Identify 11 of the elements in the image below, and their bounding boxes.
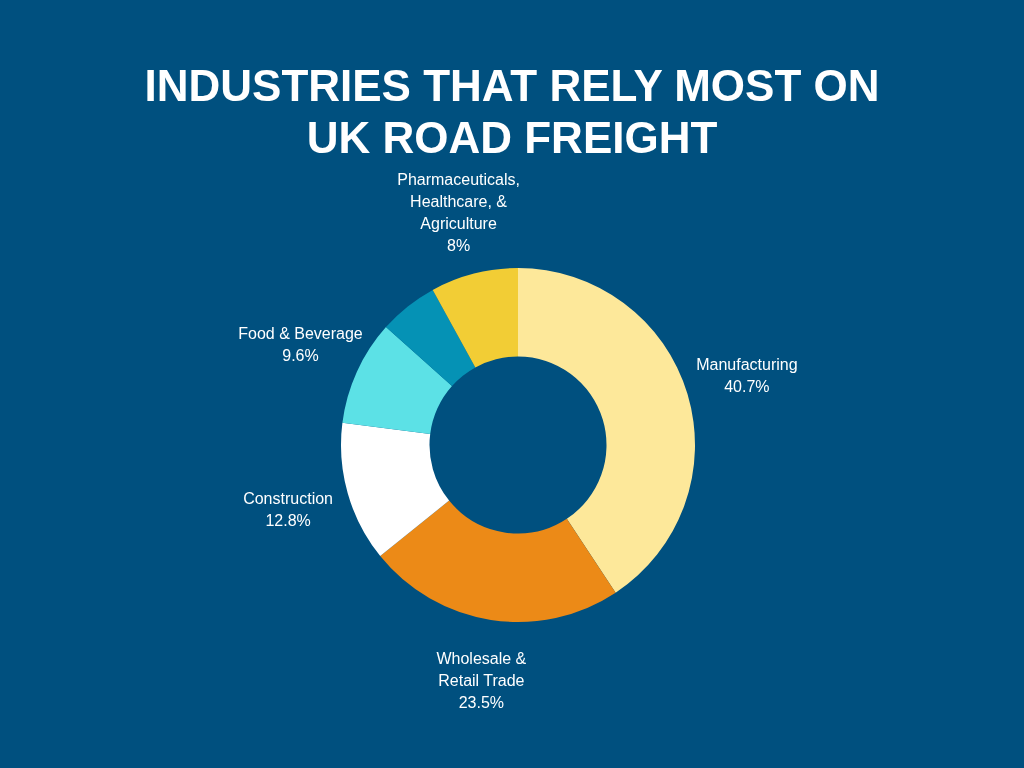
slice-label: Construction xyxy=(243,489,333,507)
data-label: 12.8% xyxy=(265,511,311,529)
data-label: 40.7% xyxy=(724,377,770,395)
chart-title: INDUSTRIES THAT RELY MOST ON UK ROAD FREIGHT xyxy=(143,60,881,164)
slice-label: Pharmaceuticals, Healthcare, & Agriculture xyxy=(397,170,520,232)
slice-label: Food & Beverage xyxy=(238,325,363,343)
data-label: 8% xyxy=(447,236,471,254)
slice-label: Wholesale & Retail Trade xyxy=(436,649,527,689)
data-label: 9.6% xyxy=(282,347,319,365)
slice-label: Manufacturing xyxy=(696,355,798,373)
data-label: 23.5% xyxy=(458,693,505,711)
